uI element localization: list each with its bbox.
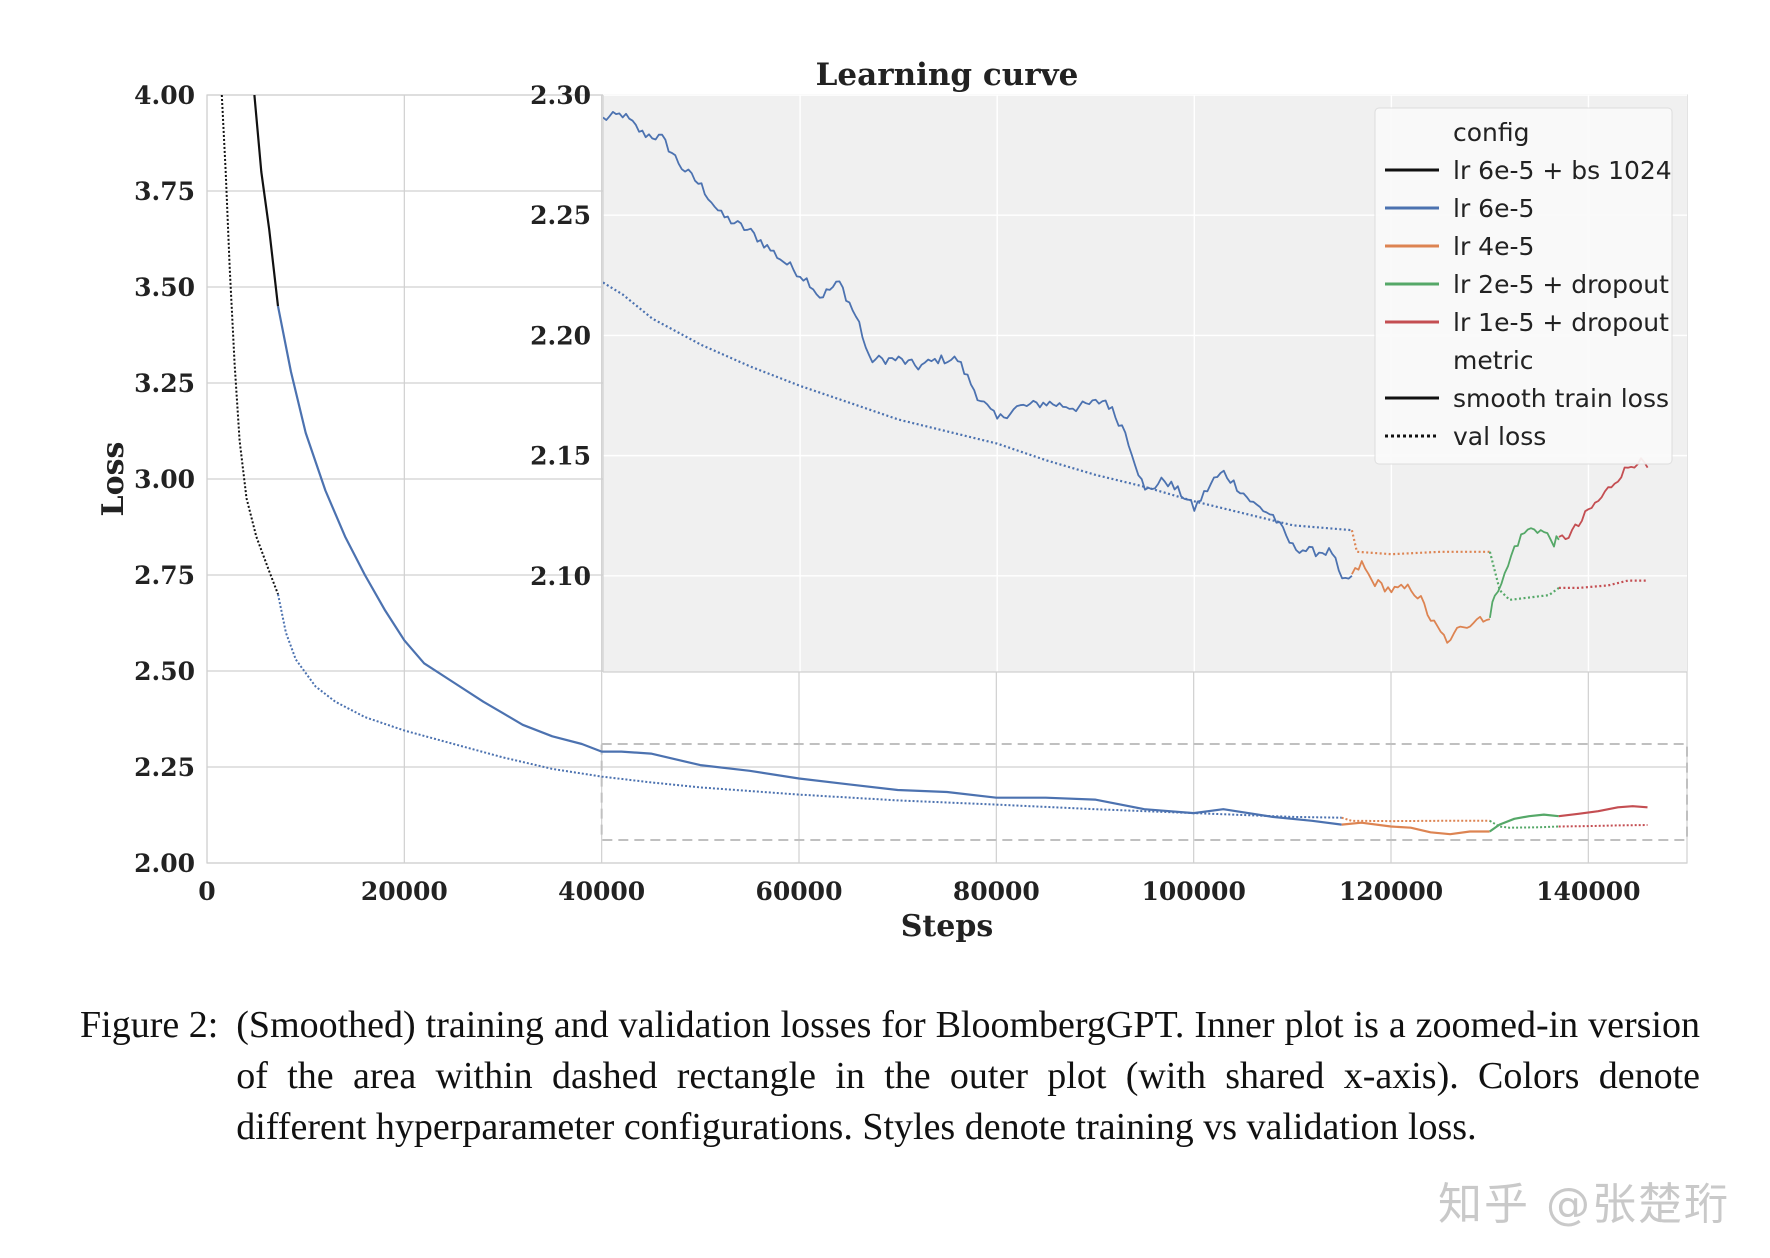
inset-series-lr-6e-5-val-loss	[603, 281, 1352, 532]
legend-label-smooth-train-loss: smooth train loss	[1453, 384, 1669, 413]
y-tick-label: 3.75	[134, 177, 195, 206]
y-tick-label: 3.25	[134, 369, 195, 398]
inset-series-lr-2e-5-dropout-val-loss	[1488, 551, 1560, 601]
y-tick-label: 2.25	[134, 753, 195, 782]
legend-label-lr-6e-5-bs-1024: lr 6e-5 + bs 1024	[1453, 156, 1672, 185]
inset-y-tick-label: 2.25	[530, 201, 591, 230]
outer-series-lr-6e-5-smooth-train-loss	[276, 305, 1342, 826]
y-tick-label: 2.75	[134, 561, 195, 590]
inset-series-lr-4e-5-val-loss	[1350, 529, 1490, 556]
zoom-rectangle	[600, 742, 1689, 841]
legend-label-lr-6e-5: lr 6e-5	[1453, 194, 1534, 223]
inset-series-group	[603, 111, 1649, 644]
x-tick-label: 40000	[558, 877, 645, 906]
legend-label-metric: metric	[1453, 346, 1534, 375]
inset-series-lr-2e-5-dropout-smooth-train-loss	[1489, 527, 1560, 619]
outer-series-lr-6e-5-val-loss	[277, 593, 1342, 819]
x-tick-label: 140000	[1536, 877, 1640, 906]
inset-y-tick-label: 2.20	[530, 321, 591, 350]
outer-series-lr-1e-5-dropout-smooth-train-loss	[1558, 805, 1648, 818]
caption-label: Figure 2:	[80, 1004, 219, 1046]
inset-series-lr-1e-5-dropout-smooth-train-loss	[1558, 457, 1649, 540]
y-tick-label: 2.50	[134, 657, 195, 686]
legend-box	[1374, 107, 1673, 465]
y-tick-label: 2.00	[134, 849, 195, 878]
legend-label-lr-4e-5: lr 4e-5	[1453, 232, 1534, 261]
x-tick-label: 60000	[756, 877, 843, 906]
y-tick-label: 3.00	[134, 465, 195, 494]
figure-caption: Figure 2: (Smoothed) training and valida…	[80, 1000, 1700, 1153]
x-axis-label: Steps	[901, 909, 993, 944]
y-tick-label: 4.00	[134, 81, 195, 110]
y-axis-label: Loss	[96, 442, 131, 517]
chart-title: Learning curve	[816, 57, 1079, 93]
outer-series-lr-4e-5-val-loss	[1341, 816, 1490, 823]
outer-series-lr-6e-5-bs-1024-smooth-train-loss	[253, 95, 280, 307]
legend: config lr 6e-5 + bs 1024 lr 6e-5 lr 4e-5 lr …	[1374, 107, 1673, 465]
outer-series-lr-4e-5-smooth-train-loss	[1341, 821, 1490, 836]
inset-series-lr-6e-5-smooth-train-loss	[603, 111, 1353, 580]
watermark-text: 知乎 @张楚珩	[1438, 1179, 1730, 1230]
caption-text: (Smoothed) training and validation losse…	[236, 1004, 1700, 1148]
x-tick-label: 120000	[1339, 877, 1443, 906]
y-tick-label: 3.50	[134, 273, 195, 302]
outer-series-lr-6e-5-bs-1024-val-loss	[220, 95, 279, 595]
outer-series-group	[220, 95, 1648, 836]
x-tick-label: 80000	[953, 877, 1040, 906]
inset-series-lr-4e-5-smooth-train-loss	[1351, 560, 1491, 644]
outer-series-lr-2e-5-dropout-smooth-train-loss	[1489, 813, 1559, 833]
legend-label-lr-2e-5-dropout: lr 2e-5 + dropout	[1453, 270, 1669, 299]
inset-y-tick-label: 2.30	[530, 81, 591, 110]
outer-series-lr-1e-5-dropout-val-loss	[1558, 824, 1648, 828]
legend-label-val-loss: val loss	[1453, 422, 1546, 451]
x-tick-label: 20000	[361, 877, 448, 906]
inset-y-tick-label: 2.15	[530, 442, 591, 471]
legend-label-config: config	[1453, 118, 1530, 147]
x-tick-label: 0	[198, 877, 215, 906]
x-tick-label: 100000	[1141, 877, 1245, 906]
outer-series-lr-2e-5-dropout-val-loss	[1489, 819, 1559, 829]
inset-y-tick-label: 2.10	[530, 562, 591, 591]
legend-label-lr-1e-5-dropout: lr 1e-5 + dropout	[1453, 308, 1669, 337]
